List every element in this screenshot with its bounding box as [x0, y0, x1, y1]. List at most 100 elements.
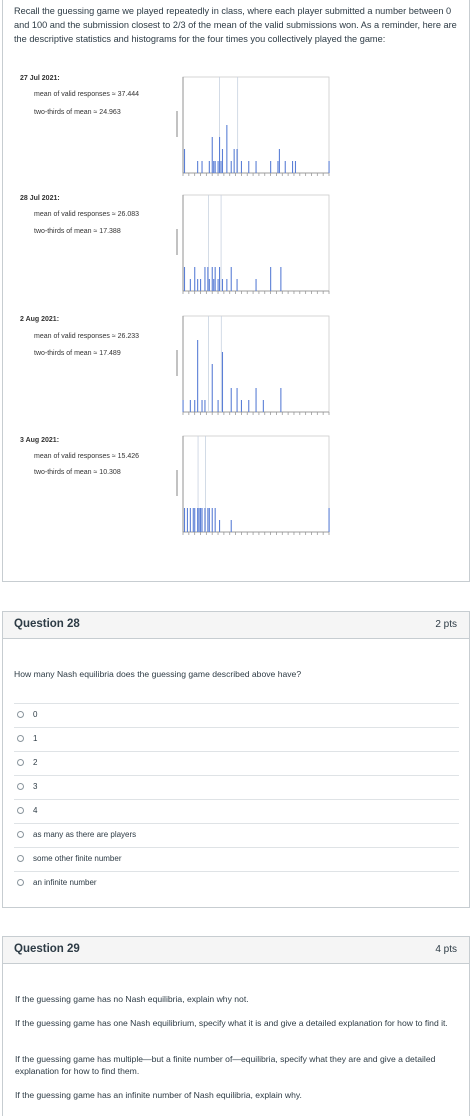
radio-button[interactable]: [17, 855, 24, 862]
radio-button[interactable]: [17, 879, 24, 886]
histogram-bar: [236, 279, 238, 291]
answer-option[interactable]: some other finite number: [14, 847, 459, 871]
histogram-bar: [213, 279, 215, 291]
answer-option[interactable]: an infinite number: [14, 871, 459, 895]
histogram-bar: [328, 508, 330, 532]
radio-button[interactable]: [17, 735, 24, 742]
histogram-bar: [226, 279, 228, 291]
histogram-bar: [284, 161, 286, 173]
histogram-bar: [182, 400, 184, 412]
histogram-bar: [280, 267, 282, 291]
histogram-bar: [236, 388, 238, 412]
answer-label: 3: [33, 782, 38, 791]
histogram-bar: [192, 508, 194, 532]
answer-label: 1: [33, 734, 38, 743]
plot-frame: [182, 76, 330, 174]
histogram-bar: [278, 149, 280, 173]
histogram-bar: [233, 149, 235, 173]
game-two-thirds: two-thirds of mean ≈ 17.388: [34, 228, 121, 235]
intro-block: Recall the guessing game we played repea…: [2, 0, 470, 582]
histogram-bar: [204, 400, 206, 412]
histogram-bar: [208, 508, 210, 532]
histogram-bar: [204, 267, 206, 291]
histogram-bar: [230, 267, 232, 291]
histogram-bar: [219, 267, 221, 291]
answer-option[interactable]: 0: [14, 703, 459, 727]
game-date: 2 Aug 2021:: [20, 316, 60, 323]
histogram-bar: [207, 267, 209, 291]
histogram-bar: [211, 364, 213, 412]
histogram-bar: [201, 508, 203, 532]
radio-button[interactable]: [17, 759, 24, 766]
radio-button[interactable]: [17, 711, 24, 718]
answer-label: some other finite number: [33, 854, 122, 863]
histogram-bar: [217, 161, 219, 173]
histogram-bar: [221, 279, 224, 291]
question-paragraph: If the guessing game has no Nash equilib…: [15, 994, 249, 1004]
histogram-bar: [200, 508, 202, 532]
histogram-bar: [217, 279, 219, 291]
histogram-bar: [197, 340, 199, 412]
histogram-bar: [183, 508, 186, 532]
game-two-thirds: two-thirds of mean ≈ 10.308: [34, 469, 121, 476]
answer-label: 4: [33, 806, 38, 815]
question-header: Question 28 2 pts: [3, 612, 469, 639]
question-title: Question 28: [14, 618, 80, 630]
histogram-bar: [211, 508, 213, 532]
histogram-bar: [194, 508, 196, 532]
answer-option[interactable]: 4: [14, 799, 459, 823]
question-paragraph: If the guessing game has one Nash equili…: [15, 1018, 448, 1028]
histogram-bar: [230, 520, 232, 532]
game-date: 27 Jul 2021:: [20, 75, 60, 82]
histogram-bar: [217, 400, 219, 412]
histogram-3: [175, 314, 337, 424]
histogram-bar: [197, 161, 199, 173]
histogram-bar: [236, 149, 238, 173]
histogram-bar: [255, 161, 257, 173]
histogram-bar: [194, 267, 196, 291]
histogram-bar: [183, 267, 186, 291]
answer-option[interactable]: as many as there are players: [14, 823, 459, 847]
histogram-bar: [204, 508, 206, 532]
histogram-bar: [248, 400, 250, 412]
histogram-bar: [189, 400, 191, 412]
game-two-thirds: two-thirds of mean ≈ 24.963: [34, 109, 121, 116]
histogram-bar: [248, 161, 250, 173]
histogram-bar: [230, 161, 232, 173]
histogram-bar: [262, 400, 264, 412]
histogram-bar: [280, 388, 282, 412]
game-mean: mean of valid responses ≈ 15.426: [34, 453, 140, 460]
answer-option[interactable]: 3: [14, 775, 459, 799]
game-mean: mean of valid responses ≈ 26.233: [34, 333, 140, 340]
game-date: 3 Aug 2021:: [20, 437, 60, 444]
answer-option[interactable]: 2: [14, 751, 459, 775]
histogram-bar: [211, 137, 213, 173]
question-paragraph: If the guessing game has multiple—but a …: [15, 1054, 436, 1076]
histogram-bar: [219, 137, 221, 173]
histogram-bar: [277, 161, 279, 173]
question-29-card: Question 29 4 pts If the guessing game h…: [2, 936, 470, 1116]
histogram-1: [175, 75, 337, 185]
histogram-bar: [207, 508, 209, 532]
intro-text: Recall the guessing game we played repea…: [14, 6, 457, 44]
question-28-card: Question 28 2 pts How many Nash equilibr…: [2, 611, 470, 908]
question-title: Question 29: [14, 943, 80, 955]
radio-button[interactable]: [17, 807, 24, 814]
histogram-bar: [292, 161, 294, 173]
answer-label: 0: [33, 710, 38, 719]
game-mean: mean of valid responses ≈ 37.444: [34, 91, 140, 98]
answer-label: as many as there are players: [33, 830, 137, 839]
game-two-thirds: two-thirds of mean ≈ 17.489: [34, 350, 121, 357]
histogram-bar: [201, 400, 203, 412]
answer-label: an infinite number: [33, 878, 97, 887]
histogram-bar: [294, 161, 297, 173]
radio-button[interactable]: [17, 783, 24, 790]
radio-button[interactable]: [17, 831, 24, 838]
histogram-bar: [221, 352, 224, 412]
answer-option[interactable]: 1: [14, 727, 459, 751]
histogram-bar: [198, 508, 200, 532]
histogram-bar: [270, 161, 272, 173]
histogram-bar: [219, 520, 221, 532]
histogram-bar: [194, 400, 196, 412]
histogram-bar: [197, 508, 199, 532]
